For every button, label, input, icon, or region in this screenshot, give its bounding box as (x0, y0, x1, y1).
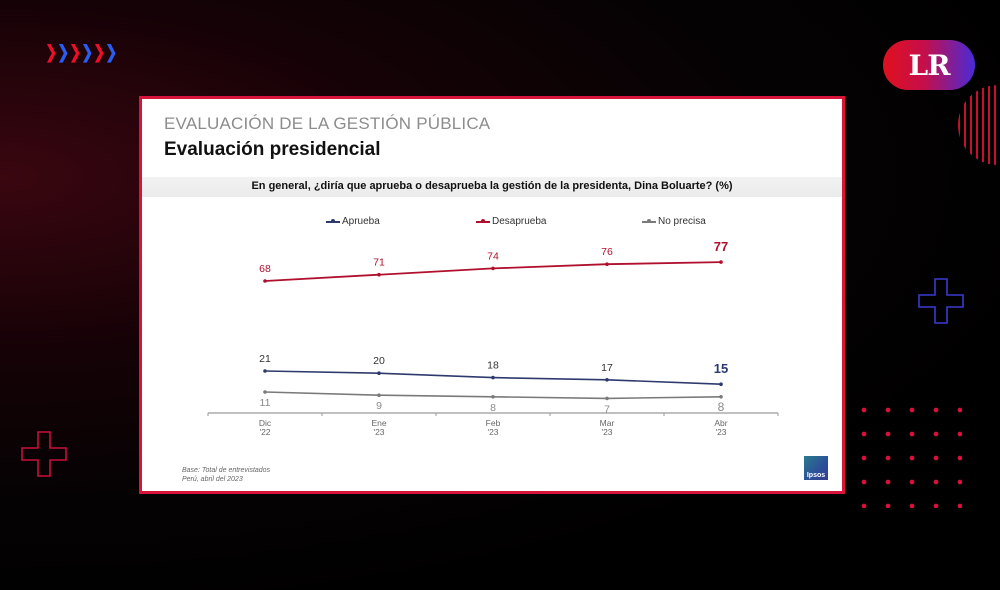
chevron-right-icon: ❯ (57, 42, 69, 62)
data-label: 20 (373, 355, 385, 367)
question-bar: En general, ¿diría que aprueba o desapru… (142, 177, 842, 197)
data-label: 9 (376, 400, 382, 412)
legend-no-precisa: No precisa (642, 216, 706, 227)
source-line-1: Base: Total de entrevistados (182, 467, 271, 474)
legend-label: Aprueba (342, 216, 380, 227)
data-label: 21 (259, 353, 271, 365)
legend-swatch-no-precisa (642, 219, 656, 223)
chevron-right-icon: ❯ (105, 42, 118, 62)
data-label: 71 (373, 257, 385, 269)
lr-logo: LR (883, 40, 975, 90)
ipsos-logo-text: Ipsos (806, 472, 826, 479)
data-label: 77 (714, 239, 728, 254)
legend-desaprueba: Desaprueba (476, 216, 546, 227)
data-label: 18 (487, 360, 499, 372)
slide-subhead: EVALUACIÓN DE LA GESTIÓN PÚBLICA (164, 114, 491, 133)
slide-frame: EVALUACIÓN DE LA GESTIÓN PÚBLICA Evaluac… (139, 96, 845, 494)
data-point (263, 279, 267, 283)
data-label: 15 (714, 361, 728, 376)
chevron-right-icon: ❯ (45, 42, 57, 62)
data-label: 7 (604, 403, 610, 415)
data-point (263, 369, 267, 373)
x-tick-label: '23 (487, 427, 498, 437)
x-tick-label: Abr (714, 418, 727, 428)
data-point (491, 395, 495, 399)
x-tick-label: Feb (486, 418, 501, 428)
decorative-arrows: ❯ ❯ ❯ ❯ ❯ ❯ (44, 42, 118, 63)
x-tick-label: Mar (600, 418, 615, 428)
ipsos-logo: Ipsos (804, 456, 828, 480)
x-tick-label: Dic (259, 418, 272, 428)
data-point (491, 375, 495, 380)
chevron-right-icon: ❯ (81, 42, 93, 62)
data-label: 74 (487, 250, 499, 262)
data-point (605, 262, 609, 266)
decorative-dot-grid (852, 398, 962, 508)
data-label: 17 (601, 362, 613, 374)
source-note: Base: Total de entrevistados Perú, abril… (182, 466, 270, 484)
data-label: 68 (259, 263, 271, 275)
legend-swatch-desaprueba (476, 219, 490, 223)
x-tick-label: '23 (601, 427, 612, 437)
decorative-stripes (958, 85, 1000, 165)
lr-logo-text: LR (908, 48, 951, 82)
data-point (377, 272, 381, 277)
x-tick-label: '22 (259, 427, 270, 437)
data-label: 8 (490, 402, 496, 414)
data-point (377, 371, 381, 376)
chevron-right-icon: ❯ (93, 42, 106, 62)
plus-outline-icon-blue (918, 278, 964, 324)
data-point (719, 382, 723, 387)
data-point (719, 260, 723, 264)
source-line-2: Perú, abril del 2023 (182, 476, 243, 483)
x-tick-label: '23 (715, 427, 726, 437)
data-point (719, 395, 723, 399)
data-point (263, 390, 267, 394)
data-label: 8 (718, 400, 725, 414)
data-point (377, 393, 381, 398)
data-point (491, 266, 495, 271)
legend-aprueba: Aprueba (326, 216, 380, 227)
data-point (605, 378, 609, 382)
legend-label: Desaprueba (492, 216, 547, 227)
series-line-desaprueba (264, 261, 722, 282)
chevron-right-icon: ❯ (69, 42, 81, 62)
slide-title: Evaluación presidencial (164, 139, 381, 160)
data-point (605, 396, 609, 401)
legend-label: No precisa (658, 216, 706, 227)
legend-swatch-aprueba (326, 219, 340, 223)
x-tick-label: Ene (371, 418, 386, 428)
question-text: En general, ¿diría que aprueba o desapru… (251, 180, 733, 192)
data-label: 11 (260, 397, 271, 409)
data-label: 76 (601, 246, 613, 258)
plus-outline-icon-red (21, 431, 67, 477)
x-tick-label: '23 (373, 427, 384, 437)
